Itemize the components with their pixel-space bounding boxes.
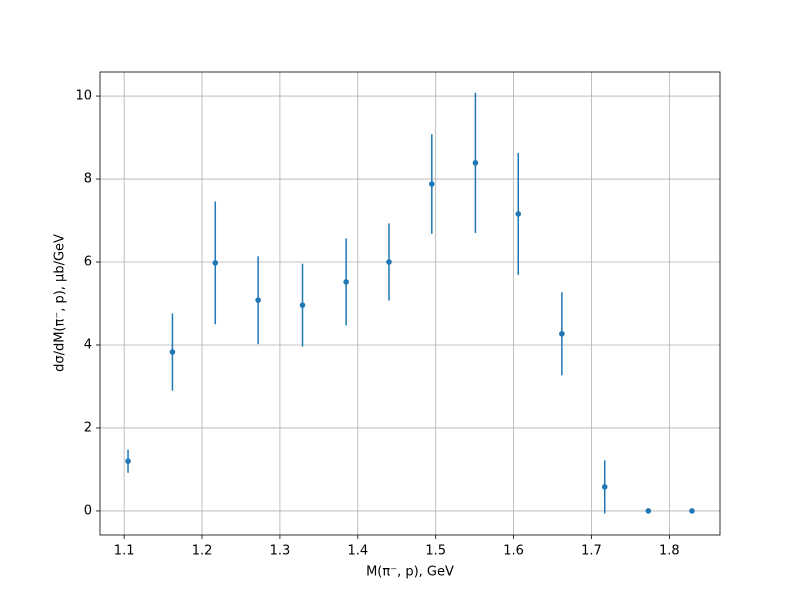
y-tick-label: 4: [84, 337, 92, 352]
x-tick-label: 1.6: [503, 544, 524, 559]
y-tick-label: 2: [84, 420, 92, 435]
data-point: [386, 259, 392, 265]
data-point: [255, 297, 261, 303]
data-point: [299, 302, 306, 308]
data-point: [212, 260, 219, 266]
data-point: [689, 508, 695, 514]
data-point: [125, 458, 131, 464]
data-point: [601, 484, 608, 490]
data-point: [343, 279, 349, 285]
data-point: [429, 181, 435, 187]
x-tick-label: 1.5: [425, 544, 446, 559]
y-tick-label: 6: [84, 255, 92, 270]
data-point: [515, 211, 522, 217]
y-axis-label: dσ/dM(π⁻, p), μb/GeV: [53, 234, 68, 372]
x-axis-label: M(π⁻, p), GeV: [366, 565, 454, 580]
y-tick-label: 8: [84, 172, 92, 187]
data-point: [169, 349, 176, 355]
y-tick-label: 10: [75, 89, 92, 104]
data-point: [645, 508, 652, 514]
plot-frame: [99, 71, 721, 536]
y-tick-label: 0: [84, 503, 92, 518]
data-point: [472, 160, 479, 166]
x-tick-label: 1.8: [659, 544, 680, 559]
x-tick-label: 1.1: [114, 544, 135, 559]
x-tick-label: 1.7: [581, 544, 602, 559]
x-tick-label: 1.2: [192, 544, 213, 559]
x-tick-label: 1.4: [347, 544, 368, 559]
x-tick-label: 1.3: [270, 544, 291, 559]
data-point: [559, 330, 565, 337]
